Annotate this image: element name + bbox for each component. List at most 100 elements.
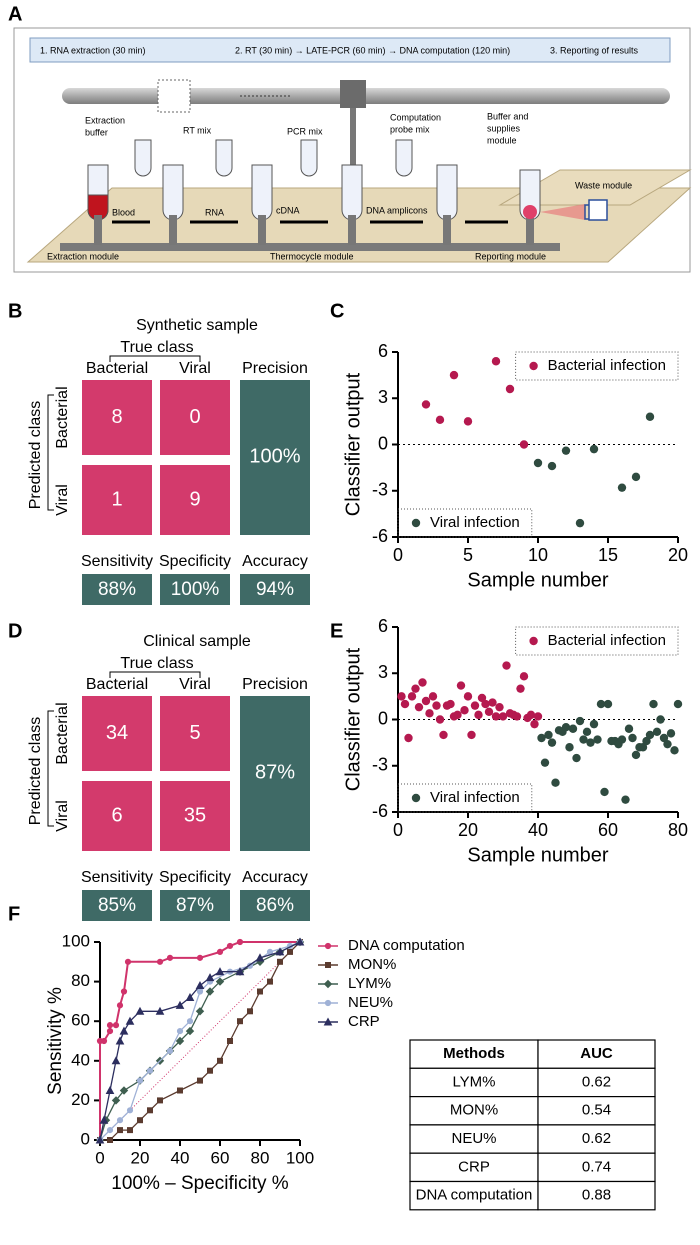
- marker: [176, 1028, 184, 1035]
- table-cell: [537, 1039, 656, 1069]
- point: [519, 672, 529, 681]
- point: [421, 400, 431, 409]
- table-cell: [537, 1095, 656, 1126]
- marker: [324, 942, 332, 950]
- point: [432, 701, 441, 710]
- point: [589, 719, 599, 729]
- panel-label: A: [8, 3, 22, 25]
- cell-value: 6: [111, 804, 122, 826]
- workflow-bar: [29, 37, 671, 63]
- diagram-label: buffer: [85, 127, 108, 137]
- marker: [100, 1037, 108, 1045]
- column-label: Precision: [242, 676, 308, 693]
- marker: [95, 1135, 105, 1144]
- marker: [157, 1097, 163, 1104]
- gripper-ghost: [157, 79, 191, 113]
- point: [656, 715, 665, 724]
- x-tick-label: 40: [171, 1148, 190, 1167]
- column-label: Viral: [179, 676, 211, 693]
- marker: [295, 937, 305, 946]
- point: [589, 444, 599, 454]
- point: [418, 678, 427, 687]
- marker: [175, 1000, 185, 1009]
- row-label: Viral: [54, 800, 71, 832]
- diagram: [26, 79, 692, 263]
- marker: [175, 1036, 185, 1046]
- point: [603, 699, 613, 709]
- marker: [119, 1086, 129, 1095]
- point: [642, 736, 651, 746]
- marker: [106, 1028, 114, 1035]
- marker: [216, 948, 224, 956]
- y-tick-label: 0: [378, 708, 388, 728]
- point: [446, 699, 455, 709]
- point: [512, 712, 522, 721]
- table-header: AUC: [580, 1045, 613, 1062]
- diagram-label: cDNA: [276, 205, 300, 215]
- point: [519, 440, 529, 449]
- metric-label: Accuracy: [242, 553, 308, 570]
- point: [631, 750, 641, 760]
- x-axis-title: Sample number: [467, 569, 609, 591]
- x-tick-label: 0: [393, 545, 403, 565]
- point: [397, 692, 406, 701]
- legend-label: Bacterial infection: [548, 357, 666, 374]
- point: [474, 710, 483, 720]
- cell-value: 8: [111, 406, 122, 428]
- point: [617, 483, 627, 492]
- matrix-title: Synthetic sample: [136, 317, 258, 334]
- y-axis-title: Sensitivity %: [45, 987, 66, 1095]
- marker: [116, 1117, 124, 1124]
- metric-value: 86%: [256, 895, 294, 916]
- diagram-label: RT mix: [183, 125, 212, 135]
- marker: [106, 1127, 114, 1134]
- point: [491, 712, 501, 721]
- metric-label: Sensitivity: [81, 553, 153, 570]
- legend-label: DNA computation: [348, 937, 465, 954]
- point: [586, 738, 595, 747]
- metric-box: [240, 890, 310, 921]
- x-tick-label: 10: [528, 545, 548, 565]
- point: [460, 706, 469, 715]
- point: [495, 702, 504, 712]
- x-tick-label: 20: [668, 545, 688, 565]
- cell-value: 1: [111, 488, 122, 510]
- point: [547, 461, 557, 471]
- table-cell: [537, 1152, 656, 1183]
- stands: [94, 215, 534, 245]
- point: [439, 730, 448, 740]
- y-tick-label: 80: [71, 971, 90, 990]
- legend-label: Viral infection: [430, 789, 520, 806]
- base-rail: [60, 243, 560, 251]
- marker: [117, 1127, 123, 1134]
- point: [645, 412, 655, 421]
- marker: [196, 954, 204, 961]
- marker: [186, 1018, 194, 1025]
- metric-box: [82, 890, 152, 921]
- y-tick-label: 40: [71, 1050, 90, 1069]
- marker: [323, 1017, 333, 1026]
- marker: [116, 1002, 124, 1009]
- diagram-label: Blood: [112, 207, 135, 217]
- marker: [105, 1085, 115, 1094]
- y-tick-label: -3: [372, 480, 388, 500]
- matrix-cell: [160, 696, 230, 771]
- table-text: NEU%: [451, 1130, 496, 1147]
- matrix-cell: [82, 465, 152, 535]
- pipette: [350, 108, 356, 168]
- marker: [197, 1077, 203, 1084]
- marker: [207, 1067, 213, 1074]
- matrix-cell: [82, 380, 152, 455]
- cell-value: 34: [106, 722, 128, 744]
- x-axis-title: Sample number: [467, 844, 609, 866]
- point: [579, 735, 588, 744]
- point: [516, 684, 525, 693]
- bracket: [47, 710, 54, 827]
- point: [477, 693, 487, 703]
- table-text: CRP: [458, 1158, 490, 1175]
- row-label: Viral: [54, 484, 71, 516]
- point: [526, 710, 536, 720]
- table-header: Methods: [443, 1045, 505, 1062]
- point: [414, 702, 424, 712]
- diagram-label: supplies: [487, 123, 521, 133]
